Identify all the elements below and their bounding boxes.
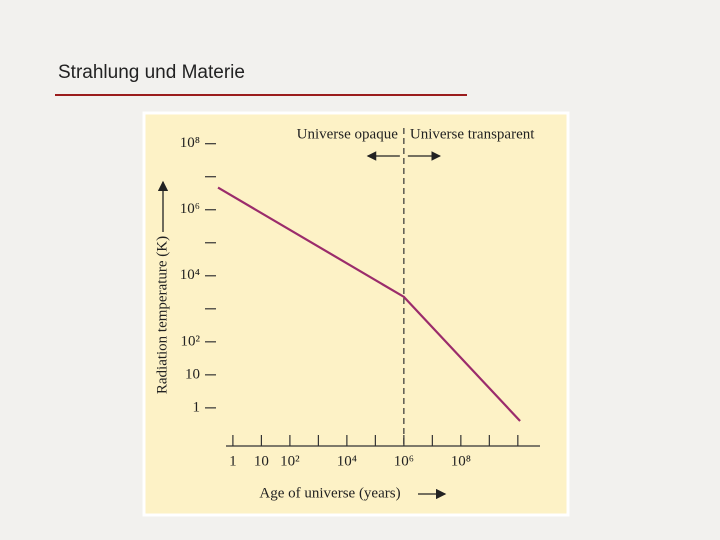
x-tick-label: 10⁴ xyxy=(337,453,357,469)
x-tick-label: 10⁶ xyxy=(394,453,414,469)
annotation: Universe opaque xyxy=(297,126,399,142)
x-tick-label: 10 xyxy=(254,453,269,469)
chart-panel xyxy=(142,111,570,517)
x-axis-label: Age of universe (years) xyxy=(259,485,400,501)
x-tick-label: 10² xyxy=(280,453,300,469)
y-tick-label: 10⁸ xyxy=(180,135,200,151)
slide-title: Strahlung und Materie xyxy=(58,62,245,83)
y-tick-label: 10⁶ xyxy=(180,201,200,217)
x-tick-label: 1 xyxy=(229,453,237,469)
y-tick-label: 10 xyxy=(185,366,200,382)
title-underline xyxy=(55,94,467,96)
annotation: Universe transparent xyxy=(410,126,535,142)
y-tick-label: 10² xyxy=(181,333,201,349)
y-tick-label: 1 xyxy=(193,399,201,415)
temperature-line xyxy=(217,186,521,422)
y-axis-label: Radiation temperature (K) xyxy=(154,236,170,394)
x-tick-label: 10⁸ xyxy=(451,453,471,469)
y-tick-label: 10⁴ xyxy=(180,267,200,283)
